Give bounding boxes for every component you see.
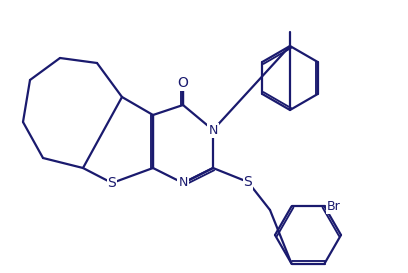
Text: O: O bbox=[177, 76, 188, 90]
Text: Br: Br bbox=[326, 200, 340, 213]
Text: N: N bbox=[178, 177, 188, 189]
Text: S: S bbox=[244, 175, 253, 189]
Text: S: S bbox=[108, 176, 116, 190]
Text: N: N bbox=[208, 123, 218, 136]
